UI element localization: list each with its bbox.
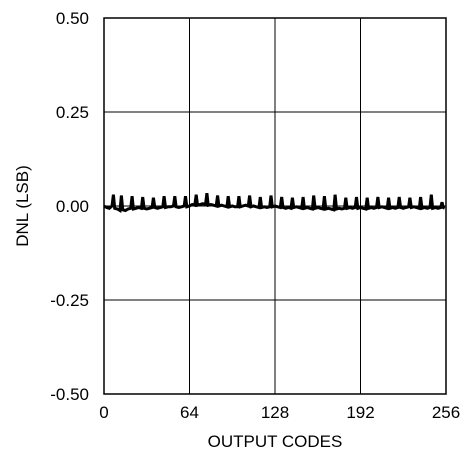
x-tick-labels: 0 64 128 192 256: [99, 403, 460, 422]
dnl-series-line: [103, 193, 446, 213]
y-axis-title: DNL (LSB): [13, 165, 32, 247]
x-tick-label: 256: [432, 403, 460, 422]
x-axis-title: OUTPUT CODES: [208, 432, 343, 451]
x-tick-label: 64: [180, 403, 199, 422]
x-tick-label: 0: [99, 403, 108, 422]
y-tick-label: 0.50: [56, 9, 89, 28]
data-series: [103, 193, 446, 213]
y-tick-label: 0.25: [56, 103, 89, 122]
y-tick-labels: 0.50 0.25 0.00 -0.25 -0.50: [50, 9, 89, 404]
x-tick-label: 128: [261, 403, 289, 422]
x-tick-label: 192: [346, 403, 374, 422]
y-tick-label: -0.25: [50, 291, 89, 310]
y-tick-label: 0.00: [56, 197, 89, 216]
y-tick-label: -0.50: [50, 385, 89, 404]
